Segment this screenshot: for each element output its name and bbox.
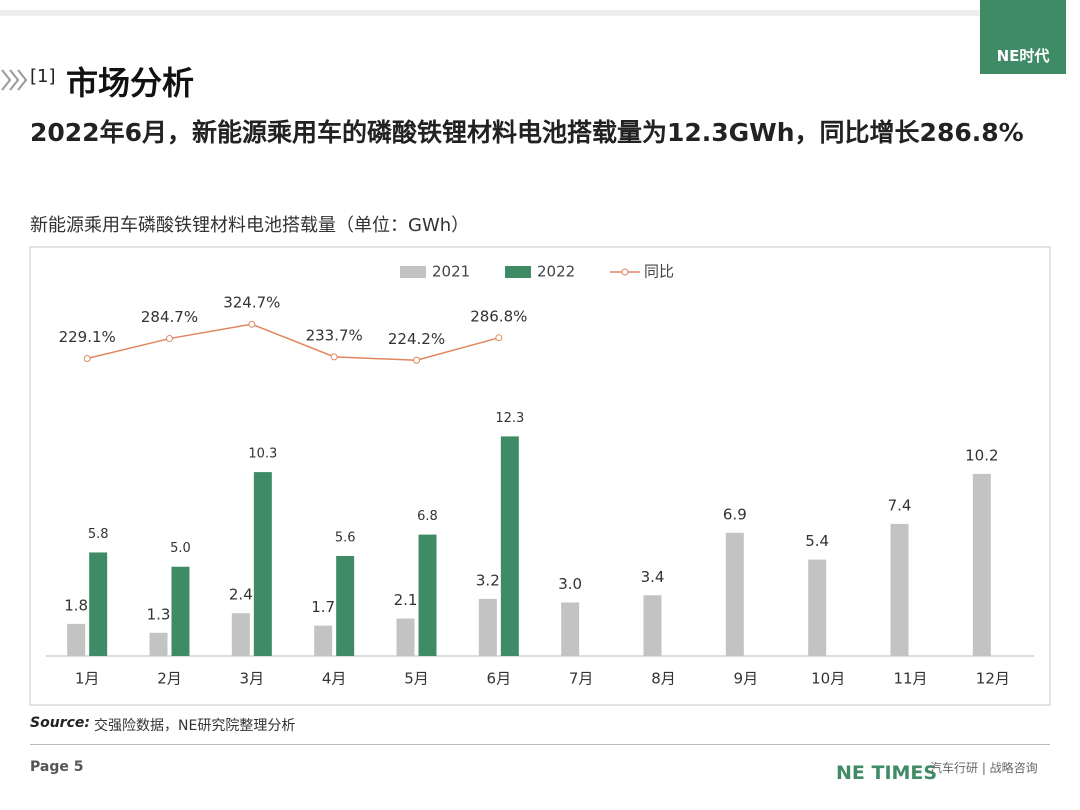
value-label: 324.7% [223, 294, 280, 312]
legend-swatch [621, 268, 629, 276]
value-label: 5.4 [805, 532, 829, 550]
line-marker [330, 353, 338, 361]
tagline: 汽车行研 | 战略咨询 [930, 761, 1038, 775]
value-label: 284.7% [141, 308, 198, 326]
legend-label: 2022 [537, 263, 575, 281]
value-label: 1.3 [147, 605, 171, 623]
brand: NE TIMES [836, 762, 938, 784]
value-label: 5.8 [88, 527, 109, 542]
chart-title: 新能源乘用车磷酸铁锂材料电池搭载量（单位：GWh） [30, 215, 470, 236]
value-label: 5.0 [170, 541, 191, 556]
line [86, 323, 500, 362]
bar [500, 436, 519, 656]
x-tick-label: 9月 [734, 670, 759, 688]
value-label: 3.0 [558, 575, 582, 593]
value-label: 10.3 [248, 447, 277, 462]
bar [336, 556, 355, 656]
bar [561, 602, 580, 656]
x-tick-label: 12月 [976, 670, 1010, 688]
value-label: 7.4 [888, 496, 912, 514]
legend-label: 2021 [432, 263, 470, 281]
x-tick-label: 7月 [569, 670, 594, 688]
bar [725, 532, 744, 656]
value-label: 233.7% [306, 326, 363, 344]
value-label: 5.6 [335, 531, 356, 546]
x-tick-label: 11月 [893, 670, 927, 688]
bar [253, 472, 272, 656]
bar [149, 632, 168, 656]
bar [231, 613, 250, 656]
chevrons [1, 69, 28, 91]
value-label: 3.4 [641, 568, 665, 586]
bar [643, 595, 662, 656]
bar [478, 598, 497, 656]
value-label: 229.1% [59, 328, 116, 346]
logo: NE时代 [980, 0, 1066, 74]
x-tick-label: 5月 [404, 670, 429, 688]
value-label: 6.9 [723, 505, 747, 523]
line-marker [166, 335, 173, 343]
x-tick-label: 8月 [651, 670, 676, 688]
bar [808, 559, 827, 656]
value-label: 286.8% [470, 307, 527, 325]
bar [89, 552, 108, 656]
bar [396, 618, 415, 656]
value-label: 2.1 [394, 591, 418, 609]
x-tick-label: 3月 [240, 670, 265, 688]
value-label: 10.2 [965, 446, 998, 464]
bar [418, 534, 437, 656]
bar [314, 625, 333, 656]
bar [890, 523, 909, 656]
value-label: 2.4 [229, 586, 253, 604]
section-title: 市场分析 [66, 64, 195, 102]
x-tick-label: 2月 [157, 670, 182, 688]
legend-label: 同比 [644, 263, 674, 281]
line-marker [495, 334, 503, 342]
value-label: 3.2 [476, 571, 500, 589]
chart-frame [29, 246, 1051, 706]
x-tick-label: 6月 [487, 670, 512, 688]
value-label: 1.8 [64, 596, 88, 614]
value-label: 6.8 [417, 509, 438, 524]
headline: 2022年6月，新能源乘用车的磷酸铁锂材料电池搭载量为12.3GWh，同比增长2… [30, 118, 1024, 147]
bar [972, 473, 991, 656]
top-band [0, 10, 980, 16]
line-marker [413, 356, 420, 364]
section-number: [1] [30, 66, 56, 87]
bar [171, 566, 190, 656]
page-number: Page 5 [30, 759, 84, 775]
bar [67, 623, 86, 656]
x-tick-label: 4月 [322, 670, 347, 688]
source-label: Source: [30, 715, 90, 731]
legend-swatch [400, 266, 426, 278]
line-marker [248, 320, 256, 328]
value-label: 1.7 [311, 598, 335, 616]
legend-swatch [505, 266, 531, 278]
value-label: 12.3 [495, 411, 524, 426]
source-text: 交强险数据，NE研究院整理分析 [94, 718, 296, 734]
line-marker [83, 354, 91, 362]
x-tick-label: 10月 [811, 670, 845, 688]
value-label: 224.2% [388, 330, 445, 348]
x-tick-label: 1月 [75, 670, 100, 688]
footer-rule [30, 744, 1050, 745]
